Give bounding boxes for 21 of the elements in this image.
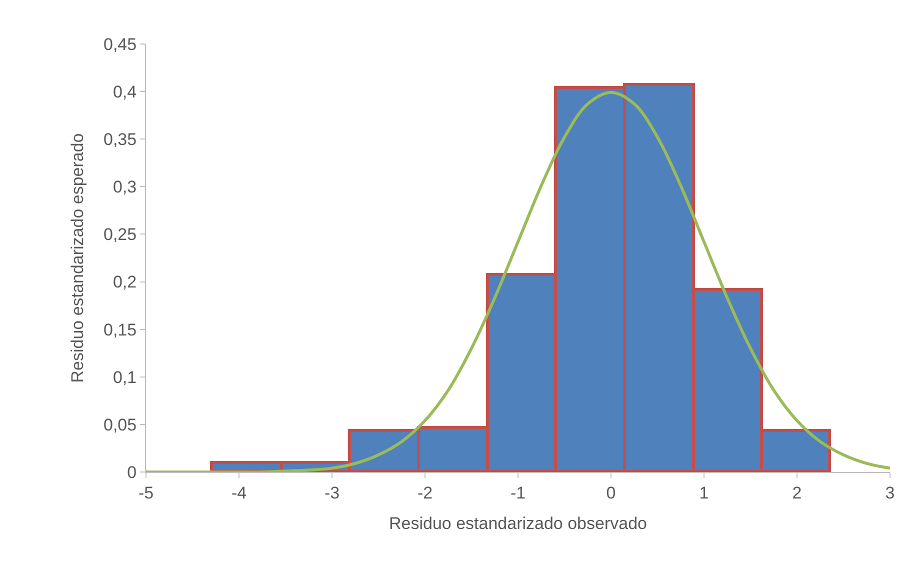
- x-tick-label: -1: [510, 483, 526, 502]
- x-tick-label: 2: [792, 483, 802, 502]
- y-tick-label: 0,45: [104, 34, 137, 54]
- y-tick-label: 0,3: [112, 178, 137, 197]
- x-tick-label: -4: [231, 483, 247, 502]
- y-tick-label: 0,4: [112, 82, 137, 102]
- x-tick-label: 0: [606, 483, 616, 502]
- x-tick-label: -5: [138, 483, 154, 502]
- y-axis-title: Residuo estandarizado esperado: [68, 133, 88, 383]
- x-tick-label: 1: [699, 483, 709, 502]
- x-tick-label: -3: [324, 483, 340, 502]
- y-tick-label: 0,2: [112, 272, 137, 292]
- y-tick-label: 0: [127, 462, 137, 482]
- y-tick-label: 0,35: [104, 130, 137, 150]
- x-axis-title: Residuo estandarizado observado: [388, 514, 648, 533]
- y-tick-label: 0,05: [104, 415, 137, 434]
- y-tick-label: 0,1: [112, 368, 137, 387]
- y-tick-label: 0,15: [104, 320, 137, 340]
- y-tick-label: 0,25: [104, 225, 137, 244]
- x-tick-label: 3: [885, 483, 895, 502]
- x-tick-label: -2: [417, 483, 433, 502]
